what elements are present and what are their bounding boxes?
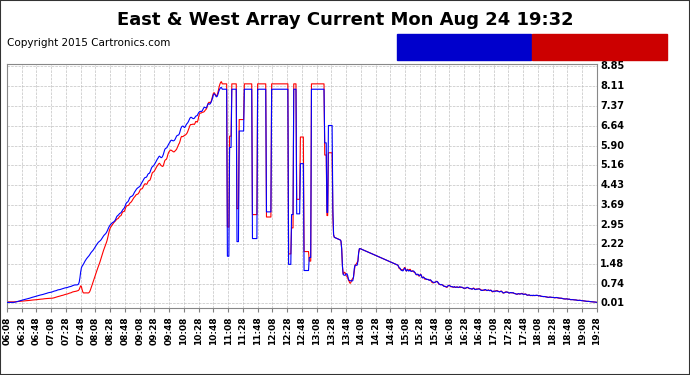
Text: 6.64: 6.64 [600,121,624,131]
Text: East Array (DC Amps): East Array (DC Amps) [402,42,520,52]
Text: 3.69: 3.69 [600,200,624,210]
Text: 1.48: 1.48 [600,259,624,269]
Text: 0.74: 0.74 [600,279,624,289]
Text: 8.85: 8.85 [600,62,624,71]
Text: 4.43: 4.43 [600,180,624,190]
Text: West Array (DC Amps): West Array (DC Amps) [538,42,660,52]
Text: 2.22: 2.22 [600,239,624,249]
Text: 2.95: 2.95 [600,220,624,230]
Text: Copyright 2015 Cartronics.com: Copyright 2015 Cartronics.com [7,38,170,48]
Text: 5.16: 5.16 [600,160,624,170]
Text: 5.90: 5.90 [600,141,624,150]
Text: 7.37: 7.37 [600,101,624,111]
Text: 8.11: 8.11 [600,81,624,91]
Text: East & West Array Current Mon Aug 24 19:32: East & West Array Current Mon Aug 24 19:… [117,11,573,29]
Text: 0.01: 0.01 [600,298,624,309]
